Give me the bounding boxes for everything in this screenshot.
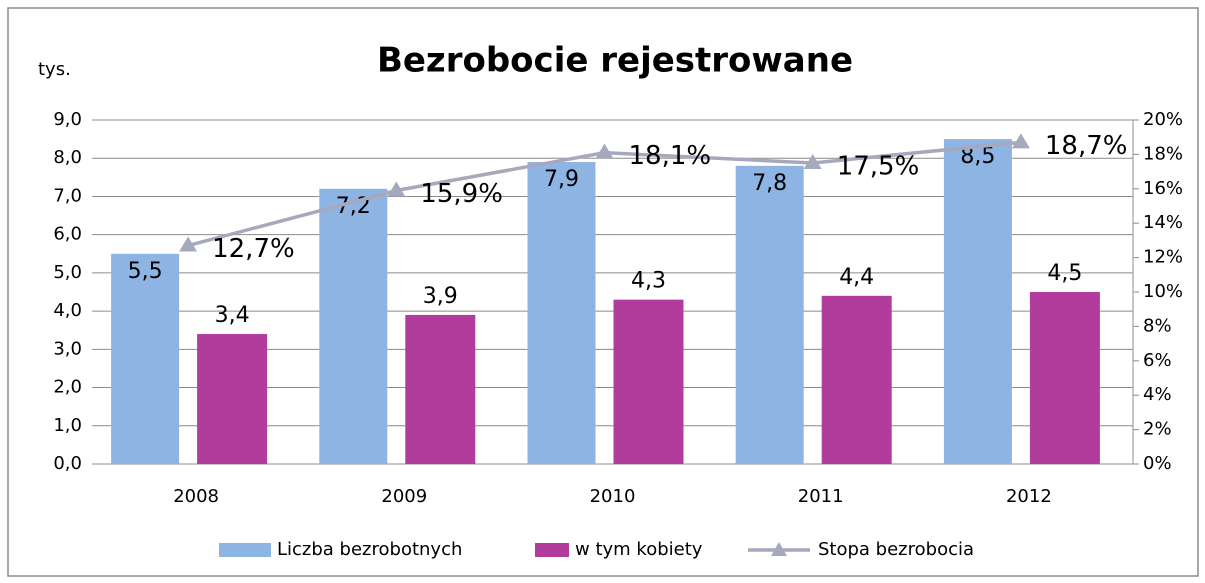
data-label: 15,9% (420, 179, 503, 209)
x-tick-label: 2009 (381, 486, 427, 507)
data-label: 4,4 (839, 265, 874, 290)
data-label: 5,5 (128, 259, 163, 284)
data-label: 4,3 (631, 269, 666, 294)
y-tick-label: 0,0 (53, 453, 82, 474)
y-tick-label: 8,0 (53, 147, 82, 168)
y-tick-label: 3,0 (53, 338, 82, 359)
legend-swatch (535, 543, 569, 557)
data-label: 12,7% (212, 234, 295, 264)
bar (197, 334, 268, 464)
legend-label: w tym kobiety (575, 539, 703, 560)
bar (111, 253, 180, 464)
data-label: 18,1% (629, 141, 712, 171)
x-tick-label: 2010 (590, 486, 636, 507)
y2-tick-label: 12% (1143, 247, 1183, 268)
legend-marker (771, 542, 787, 556)
x-tick-label: 2008 (173, 486, 219, 507)
data-label: 7,9 (544, 167, 579, 192)
y-tick-label: 5,0 (53, 262, 82, 283)
marker (595, 143, 614, 159)
y-tick-label: 4,0 (53, 300, 82, 321)
data-label: 4,5 (1047, 261, 1082, 286)
x-tick-label: 2011 (798, 486, 844, 507)
bar (527, 162, 596, 465)
y2-tick-label: 14% (1143, 212, 1183, 233)
y-tick-label: 7,0 (53, 185, 82, 206)
y2-tick-label: 4% (1143, 384, 1172, 405)
y2-tick-label: 10% (1143, 281, 1183, 302)
x-tick-label: 2012 (1006, 486, 1052, 507)
bar (735, 165, 804, 464)
y-tick-label: 2,0 (53, 377, 82, 398)
bar (1029, 292, 1100, 464)
y-axis-label: tys. (38, 59, 71, 80)
legend-label: Stopa bezrobocia (818, 539, 974, 560)
chart-title: Bezrobocie rejestrowane (377, 41, 853, 81)
marker (179, 236, 198, 252)
marker (1011, 133, 1030, 149)
y2-tick-label: 16% (1143, 178, 1183, 199)
legend-swatch (219, 543, 271, 557)
bar (821, 295, 892, 464)
legend-label: Liczba bezrobotnych (277, 539, 462, 560)
y-tick-label: 6,0 (53, 224, 82, 245)
y-tick-label: 1,0 (53, 415, 82, 436)
bar (319, 188, 388, 465)
data-label: 7,8 (752, 171, 787, 196)
y2-tick-label: 8% (1143, 315, 1172, 336)
data-label: 3,9 (423, 284, 458, 309)
data-label: 18,7% (1045, 131, 1128, 161)
bar (943, 139, 1012, 464)
y-tick-label: 9,0 (53, 109, 82, 130)
marker (387, 181, 406, 197)
marker (803, 154, 822, 169)
data-label: 3,4 (215, 303, 250, 328)
y2-tick-label: 2% (1143, 419, 1172, 440)
y2-tick-label: 0% (1143, 453, 1172, 474)
y2-tick-label: 6% (1143, 350, 1172, 371)
y2-tick-label: 20% (1143, 109, 1183, 130)
bar (405, 314, 476, 464)
bar (613, 299, 684, 464)
y2-tick-label: 18% (1143, 143, 1183, 164)
data-label: 17,5% (837, 152, 920, 182)
